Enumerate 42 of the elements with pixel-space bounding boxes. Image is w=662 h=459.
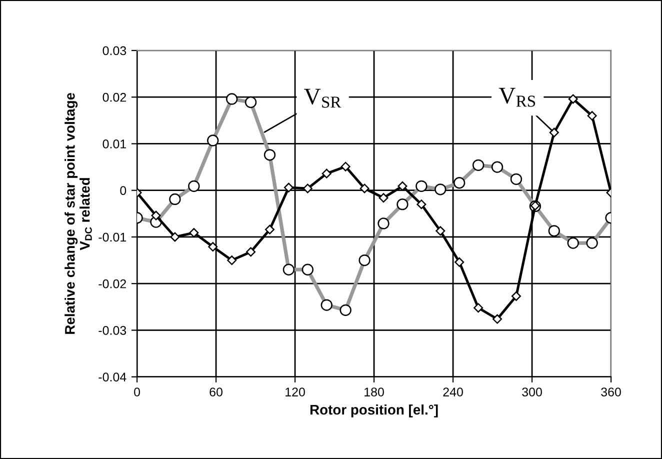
point <box>492 314 502 324</box>
annotation: V$_{SR}$ <box>304 88 342 108</box>
annotation: V$_{RS}$ <box>498 88 536 107</box>
y-tick-label: 0.02 <box>102 92 126 102</box>
point <box>340 162 350 172</box>
point <box>360 184 370 194</box>
point <box>170 232 180 242</box>
point <box>587 111 597 121</box>
point <box>378 193 388 203</box>
y-tick-label: -0.04 <box>98 372 126 382</box>
point <box>474 303 484 313</box>
point <box>208 242 218 252</box>
y-tick-label: -0.01 <box>98 232 126 242</box>
point <box>227 256 237 266</box>
point <box>436 226 446 236</box>
x-axis-title: Rotor position [el.°] <box>310 404 438 418</box>
x-tick-label: 360 <box>601 388 621 396</box>
point <box>549 128 559 138</box>
x-tick-label: 300 <box>522 388 542 396</box>
point <box>568 94 578 104</box>
point <box>265 224 274 234</box>
x-tick-label: 180 <box>364 388 384 396</box>
point <box>151 210 161 220</box>
point <box>398 181 408 191</box>
point <box>322 168 332 178</box>
x-tick-label: 120 <box>286 388 305 396</box>
y-tick-label: 0.01 <box>102 140 126 148</box>
x-tick-label: 60 <box>210 388 222 396</box>
y-tick-label: -0.02 <box>98 279 126 288</box>
point <box>246 247 256 257</box>
point <box>189 228 199 238</box>
point <box>511 291 521 301</box>
y-tick-label: 0 <box>120 186 126 196</box>
y-tick-label: 0.03 <box>102 46 126 56</box>
point <box>454 257 464 267</box>
x-tick-label: 0 <box>134 388 140 396</box>
point <box>302 184 312 194</box>
x-tick-label: 240 <box>443 388 463 396</box>
point <box>416 200 426 210</box>
point <box>284 182 294 192</box>
y-axis-title: Relative change of star point voltage V$_{DC}$ related <box>64 92 92 334</box>
y-tick-label: -0.03 <box>98 326 126 335</box>
